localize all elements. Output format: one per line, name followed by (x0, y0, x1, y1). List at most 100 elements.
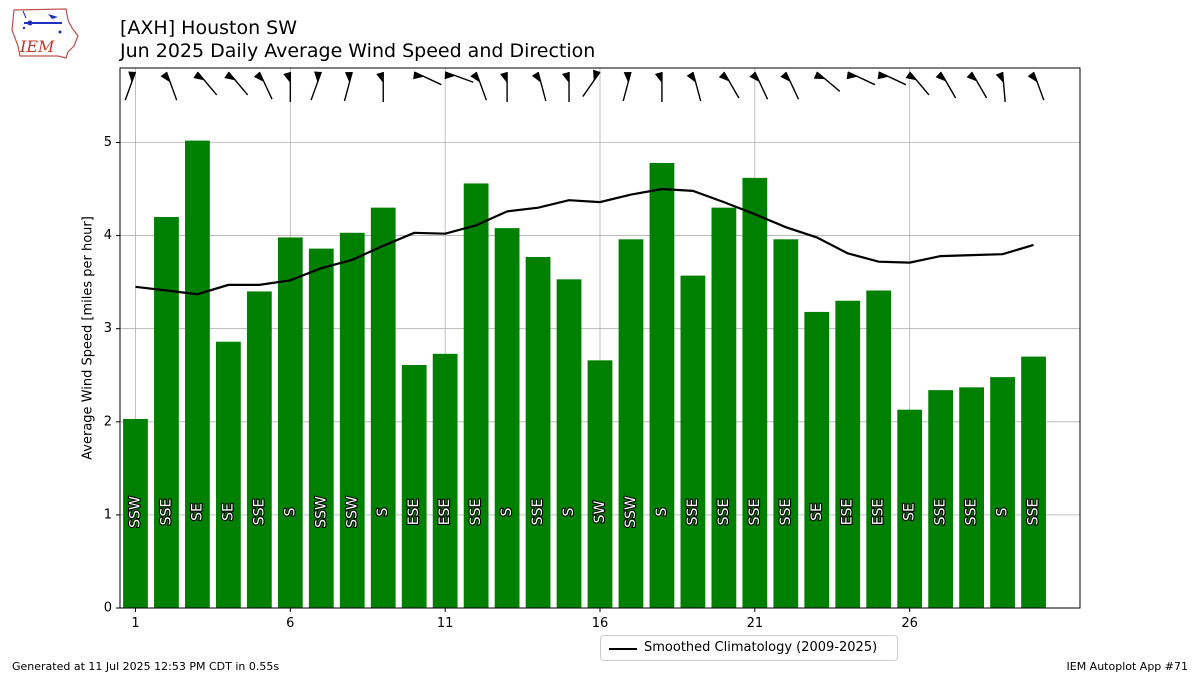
barb-flag (562, 72, 570, 83)
wind-barb-day-17 (622, 71, 632, 102)
direction-label-day-20: SSE (716, 499, 732, 526)
bar-day-16 (587, 360, 613, 608)
wind-barb-day-8 (343, 71, 353, 102)
wind-barb-day-14 (531, 71, 547, 102)
bar-day-24 (835, 300, 861, 608)
direction-labels: SSW SSE SE SE SSE S SSW SSW S ESE ESE SSE S SSE S SW SSW… (126, 495, 1042, 529)
y-tick-label: 4 (104, 228, 112, 243)
wind-barb-day-23 (813, 71, 841, 92)
wind-barb-day-11 (444, 71, 474, 83)
chart-subtitle: Jun 2025 Daily Average Wind Speed and Di… (120, 40, 596, 62)
barb-staff (165, 71, 178, 101)
climatology-line (135, 187, 1034, 296)
direction-label-day-24: ESE (840, 499, 856, 526)
bar-day-29 (990, 377, 1015, 608)
bar-day-14 (525, 257, 551, 608)
y-tick-label: 5 (104, 135, 112, 150)
direction-label-day-3: SE (189, 503, 205, 521)
bars (123, 140, 1046, 609)
barb-flag (995, 72, 1004, 83)
wind-barb-day-6 (283, 72, 292, 102)
bar-day-8 (339, 232, 365, 609)
x-tick-label: 16 (592, 616, 609, 631)
x-tick-label: 26 (901, 616, 918, 631)
barb-flag (224, 72, 236, 81)
bar-day-25 (866, 290, 892, 608)
barb-flag (128, 71, 136, 83)
barb-flag (654, 72, 662, 83)
barb-staff (816, 71, 841, 92)
autoplot-app-label: IEM Autoplot App #71 (1066, 660, 1189, 673)
bar-day-22 (773, 239, 799, 608)
barb-staff (1032, 71, 1045, 101)
direction-label-day-19: SSE (685, 499, 701, 526)
barb-flag (718, 72, 730, 82)
barb-flag (1027, 72, 1038, 83)
y-tick-label: 3 (104, 321, 112, 336)
wind-barb-day-28 (966, 71, 988, 99)
bar-day-5 (246, 291, 272, 608)
barb-flag (283, 72, 291, 83)
wind-barb-day-9 (376, 72, 384, 102)
barb-staff (622, 71, 632, 102)
legend-line-swatch (609, 648, 637, 650)
bar-day-20 (711, 207, 737, 609)
bar-day-30 (1021, 356, 1046, 608)
barb-flag (444, 72, 456, 80)
barb-flag (314, 71, 322, 83)
barb-staff (413, 71, 442, 86)
wind-barbs (124, 69, 1045, 102)
wind-barb-day-29 (995, 71, 1006, 102)
bar-day-11 (432, 353, 458, 608)
x-tick-label: 21 (747, 616, 764, 631)
bar-day-10 (401, 365, 427, 608)
x-tick-label: 6 (286, 616, 294, 631)
bar-day-7 (308, 248, 334, 608)
barb-flag (846, 72, 858, 80)
wind-barb-day-5 (253, 71, 273, 100)
wind-barb-day-15 (562, 72, 570, 102)
barb-flag (877, 72, 889, 80)
direction-label-day-26: SE (902, 503, 918, 521)
barb-flag (193, 72, 205, 81)
wind-barb-day-4 (224, 71, 249, 96)
direction-label-day-16: SW (592, 500, 608, 523)
direction-label-day-30: SSE (1026, 499, 1042, 526)
legend-label: Smoothed Climatology (2009-2025) (644, 640, 878, 655)
barb-flag (686, 72, 696, 83)
barb-flag (376, 72, 384, 83)
bar-day-28 (959, 387, 984, 608)
bar-day-17 (618, 239, 644, 608)
logo-text: IEM (19, 37, 55, 56)
wind-barb-day-21 (749, 71, 769, 100)
iem-logo: IEM (11, 8, 79, 59)
bar-day-21 (742, 177, 768, 609)
barb-flag (966, 72, 978, 82)
wind-barb-day-7 (310, 71, 322, 101)
barb-flag (344, 72, 353, 83)
wind-barb-day-18 (654, 72, 663, 102)
barb-staff (1001, 71, 1006, 102)
wind-barb-day-10 (413, 71, 442, 86)
bar-day-23 (804, 311, 830, 608)
barb-staff (971, 71, 988, 99)
direction-label-day-18: S (654, 507, 670, 516)
barb-flag (593, 69, 600, 82)
barb-flag (935, 72, 947, 82)
barb-staff (582, 71, 601, 97)
barb-flag (623, 72, 631, 83)
direction-label-day-5: SSE (251, 499, 267, 526)
direction-label-day-29: S (995, 507, 1011, 516)
direction-label-day-13: S (499, 507, 515, 516)
bar-day-2 (154, 216, 179, 608)
barb-flag (160, 72, 171, 83)
direction-label-day-14: SSE (530, 499, 546, 526)
barb-staff (878, 71, 907, 86)
barb-staff (475, 71, 488, 101)
climatology-line-group (135, 187, 1034, 296)
bar-day-6 (277, 237, 303, 608)
barb-staff (196, 71, 218, 96)
bar-day-4 (216, 341, 241, 608)
bar-day-18 (649, 162, 675, 608)
y-tick-label: 2 (104, 414, 112, 429)
